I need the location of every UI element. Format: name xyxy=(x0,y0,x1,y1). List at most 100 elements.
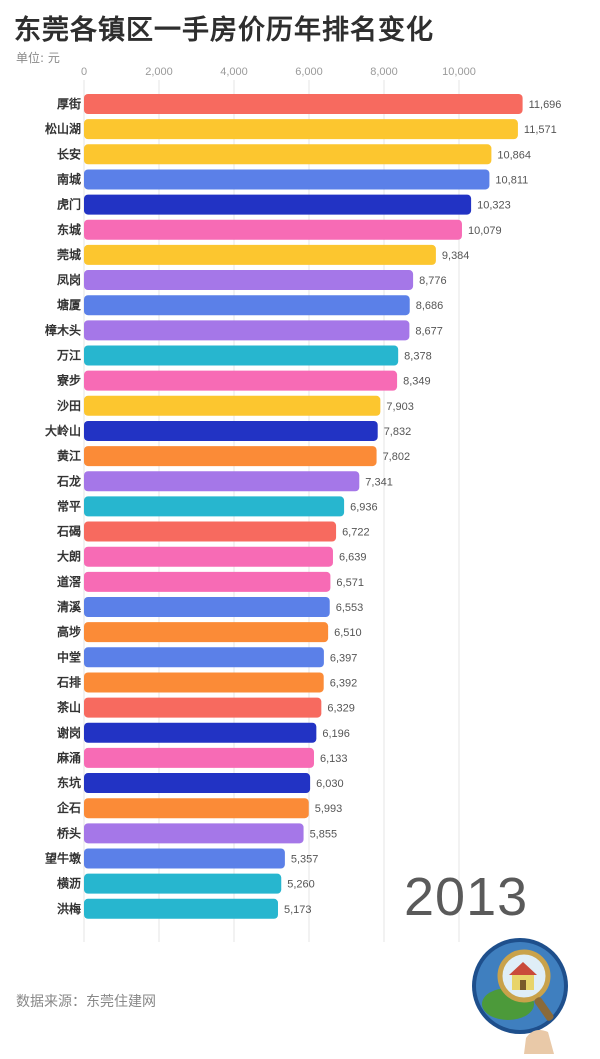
value-label: 6,133 xyxy=(320,753,348,765)
value-label: 10,864 xyxy=(497,149,531,161)
chart-title: 东莞各镇区一手房价历年排名变化 xyxy=(14,15,434,46)
value-label: 6,722 xyxy=(342,527,370,539)
magnifier-house-icon xyxy=(472,938,568,1054)
bar xyxy=(84,546,333,567)
category-label: 莞城 xyxy=(57,247,81,262)
value-label: 6,639 xyxy=(339,552,367,564)
bar xyxy=(84,622,329,643)
x-tick-label: 4,000 xyxy=(220,66,248,78)
value-label: 6,392 xyxy=(330,677,358,689)
bar xyxy=(84,672,324,693)
category-label: 松山湖 xyxy=(45,121,81,136)
value-label: 9,384 xyxy=(442,250,470,262)
category-label: 谢岗 xyxy=(57,725,81,740)
value-label: 8,677 xyxy=(415,325,443,337)
value-label: 7,832 xyxy=(384,426,412,438)
value-label: 6,571 xyxy=(336,577,364,589)
value-label: 5,993 xyxy=(315,803,343,815)
category-label: 石龙 xyxy=(56,473,81,488)
bar xyxy=(84,722,317,743)
bar xyxy=(84,823,304,844)
value-label: 7,341 xyxy=(365,476,393,488)
bar xyxy=(84,747,314,768)
value-label: 10,079 xyxy=(468,225,502,237)
category-label: 大岭山 xyxy=(45,423,81,438)
value-label: 6,397 xyxy=(330,652,358,664)
bar xyxy=(84,370,398,391)
category-label: 长安 xyxy=(57,146,81,161)
value-label: 10,323 xyxy=(477,200,511,212)
category-label: 麻涌 xyxy=(56,750,81,765)
value-label: 8,776 xyxy=(419,275,447,287)
bar xyxy=(84,194,472,215)
bar xyxy=(84,471,360,492)
bar xyxy=(84,420,378,441)
value-label: 11,571 xyxy=(524,124,557,136)
bar xyxy=(84,873,282,894)
category-label: 凤岗 xyxy=(57,273,81,287)
category-label: 寮步 xyxy=(56,373,81,388)
value-label: 6,936 xyxy=(350,501,378,513)
x-tick-label: 0 xyxy=(81,66,87,78)
category-label: 黄江 xyxy=(57,448,81,463)
bar xyxy=(84,647,324,668)
bar xyxy=(84,219,462,240)
category-label: 中堂 xyxy=(57,649,81,664)
value-label: 8,349 xyxy=(403,376,431,388)
category-label: 厚街 xyxy=(57,96,81,111)
category-label: 东城 xyxy=(57,222,81,237)
value-label: 5,173 xyxy=(284,904,312,916)
value-label: 7,802 xyxy=(383,451,411,463)
x-tick-label: 10,000 xyxy=(442,66,476,78)
value-label: 10,811 xyxy=(495,174,528,186)
x-tick-label: 6,000 xyxy=(295,66,323,78)
value-label: 11,696 xyxy=(529,99,562,111)
value-label: 6,196 xyxy=(322,728,350,740)
category-label: 洪梅 xyxy=(57,901,81,916)
category-label: 望牛墩 xyxy=(45,851,82,866)
bar xyxy=(84,521,337,542)
value-label: 5,260 xyxy=(287,879,315,891)
category-label: 南城 xyxy=(57,171,81,186)
value-label: 6,030 xyxy=(316,778,344,790)
value-label: 7,903 xyxy=(386,401,414,413)
value-label: 6,329 xyxy=(327,703,355,715)
bar xyxy=(84,270,414,291)
bar xyxy=(84,697,322,718)
bar xyxy=(84,345,399,366)
bar xyxy=(84,119,518,140)
x-tick-label: 2,000 xyxy=(145,66,173,78)
value-label: 8,686 xyxy=(416,300,444,312)
category-label: 塘厦 xyxy=(57,297,82,312)
unit-label: 单位: 元 xyxy=(16,51,60,65)
bar xyxy=(84,295,410,316)
bar xyxy=(84,144,492,165)
category-label: 横沥 xyxy=(57,876,81,891)
x-tick-label: 8,000 xyxy=(370,66,398,78)
bar xyxy=(84,496,345,517)
bar xyxy=(84,773,311,794)
bar xyxy=(84,848,285,869)
category-label: 大朗 xyxy=(57,549,81,564)
bar xyxy=(84,898,278,919)
category-label: 高埗 xyxy=(57,624,81,639)
value-label: 8,378 xyxy=(404,351,432,363)
category-label: 道滘 xyxy=(57,574,81,589)
category-label: 桥头 xyxy=(57,825,81,840)
category-label: 茶山 xyxy=(56,700,81,715)
category-label: 石排 xyxy=(56,674,81,689)
data-source: 数据来源：东莞住建网 xyxy=(16,994,156,1010)
bar xyxy=(84,446,377,467)
value-label: 6,553 xyxy=(336,602,364,614)
category-label: 万江 xyxy=(56,348,81,363)
category-label: 常平 xyxy=(57,498,81,513)
category-label: 石碣 xyxy=(56,525,81,539)
category-label: 沙田 xyxy=(57,399,81,413)
bar xyxy=(84,571,331,592)
category-label: 樟木头 xyxy=(45,322,81,337)
category-label: 东坑 xyxy=(57,775,81,790)
value-label: 5,855 xyxy=(310,828,338,840)
bar xyxy=(84,395,381,416)
value-label: 6,510 xyxy=(334,627,362,639)
